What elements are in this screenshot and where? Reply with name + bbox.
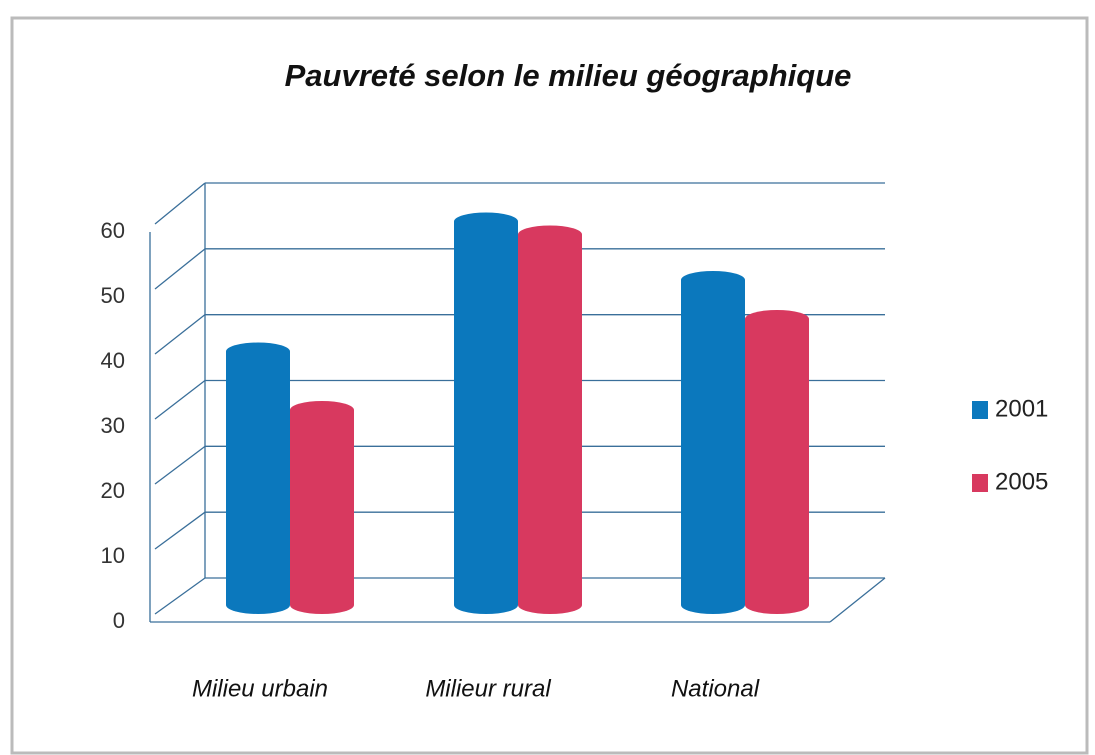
legend-label: 2005 bbox=[995, 468, 1048, 495]
bar bbox=[745, 310, 809, 614]
bar bbox=[518, 225, 582, 614]
x-tick-label: Milieur rural bbox=[425, 675, 551, 702]
y-tick-label: 10 bbox=[101, 543, 125, 568]
legend-swatch bbox=[972, 474, 988, 492]
grid-line bbox=[154, 314, 206, 355]
grid-line bbox=[154, 182, 206, 225]
grid-line bbox=[154, 511, 206, 550]
bar bbox=[681, 271, 745, 614]
grid-line bbox=[154, 577, 206, 615]
chart-title: Pauvreté selon le milieu géographique bbox=[285, 58, 852, 93]
legend-label: 2001 bbox=[995, 395, 1048, 422]
grid-line bbox=[154, 379, 206, 420]
floor-edge bbox=[829, 577, 886, 623]
y-tick-label: 20 bbox=[101, 478, 125, 503]
bar bbox=[454, 212, 518, 614]
bar bbox=[226, 342, 290, 614]
legend-swatch bbox=[972, 401, 988, 419]
y-tick-label: 0 bbox=[113, 608, 125, 633]
y-tick-label: 60 bbox=[101, 218, 125, 243]
x-tick-label: Milieu urbain bbox=[192, 675, 328, 702]
y-tick-label: 40 bbox=[101, 348, 125, 373]
bar bbox=[290, 401, 354, 614]
grid-line bbox=[154, 248, 206, 290]
x-tick-label: National bbox=[671, 675, 760, 702]
grid-line bbox=[154, 445, 206, 485]
y-tick-label: 50 bbox=[101, 283, 125, 308]
y-tick-label: 30 bbox=[101, 413, 125, 438]
